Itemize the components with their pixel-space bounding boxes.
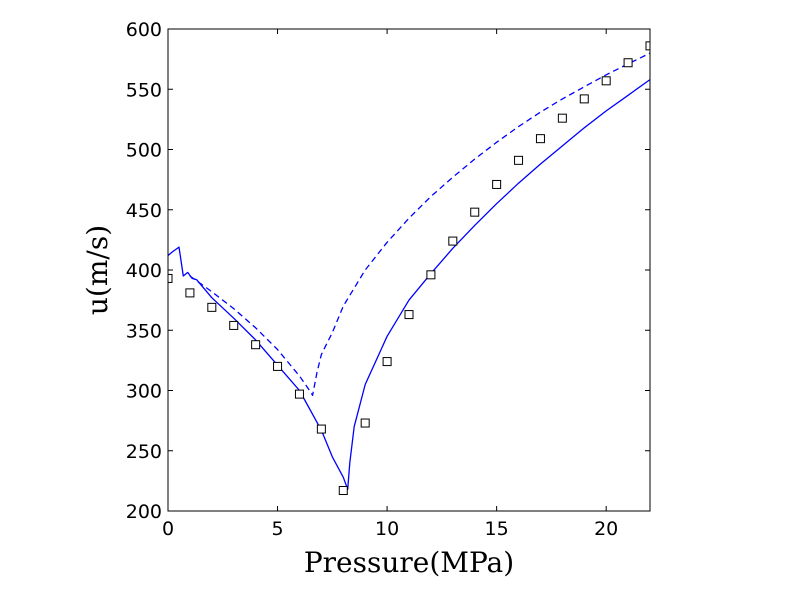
data-point-marker bbox=[316, 424, 326, 434]
data-point-marker bbox=[185, 288, 195, 298]
axes-frame bbox=[167, 28, 651, 512]
data-point-marker bbox=[251, 340, 261, 350]
data-point-marker bbox=[557, 113, 567, 123]
y-tick-label: 350 bbox=[126, 320, 162, 342]
data-point-marker bbox=[360, 418, 370, 428]
data-point-marker bbox=[535, 134, 545, 144]
y-tick-label: 400 bbox=[126, 260, 162, 282]
dashed-series-line bbox=[189, 52, 650, 396]
data-point-marker bbox=[645, 41, 650, 51]
x-tick-label: 0 bbox=[162, 518, 174, 540]
data-point-marker bbox=[273, 361, 283, 371]
data-point-marker bbox=[338, 486, 348, 496]
data-point-marker bbox=[601, 76, 611, 86]
data-point-marker bbox=[448, 236, 458, 246]
x-axis-title: Pressure(MPa) bbox=[304, 546, 514, 579]
data-point-marker bbox=[579, 94, 589, 104]
data-point-marker bbox=[229, 320, 239, 330]
data-point-marker bbox=[426, 270, 436, 280]
y-tick-label: 600 bbox=[126, 19, 162, 41]
y-tick-label: 500 bbox=[126, 140, 162, 162]
y-tick-label: 300 bbox=[126, 381, 162, 403]
y-tick-label: 200 bbox=[126, 501, 162, 523]
data-point-marker bbox=[168, 273, 173, 283]
x-tick-label: 20 bbox=[594, 518, 618, 540]
plot-content bbox=[168, 41, 650, 496]
data-point-marker bbox=[404, 310, 414, 320]
data-point-marker bbox=[623, 58, 633, 68]
y-axis-title: u(m/s) bbox=[81, 225, 114, 315]
y-tick-label: 550 bbox=[126, 79, 162, 101]
data-point-marker bbox=[514, 155, 524, 165]
x-tick-label: 5 bbox=[271, 518, 283, 540]
y-tick-label: 250 bbox=[126, 441, 162, 463]
data-point-marker bbox=[294, 389, 304, 399]
data-point-marker bbox=[470, 207, 480, 217]
data-point-marker bbox=[207, 302, 217, 312]
solid-series-line bbox=[168, 79, 650, 490]
data-point-marker bbox=[492, 179, 502, 189]
x-tick-label: 15 bbox=[485, 518, 509, 540]
x-tick-label: 10 bbox=[375, 518, 399, 540]
y-tick-label: 450 bbox=[126, 200, 162, 222]
data-point-marker bbox=[382, 357, 392, 367]
ticks: 0 5 10 15 20 200 250 300 350 400 450 500 550 600 bbox=[126, 19, 650, 540]
marker-series bbox=[168, 41, 650, 496]
